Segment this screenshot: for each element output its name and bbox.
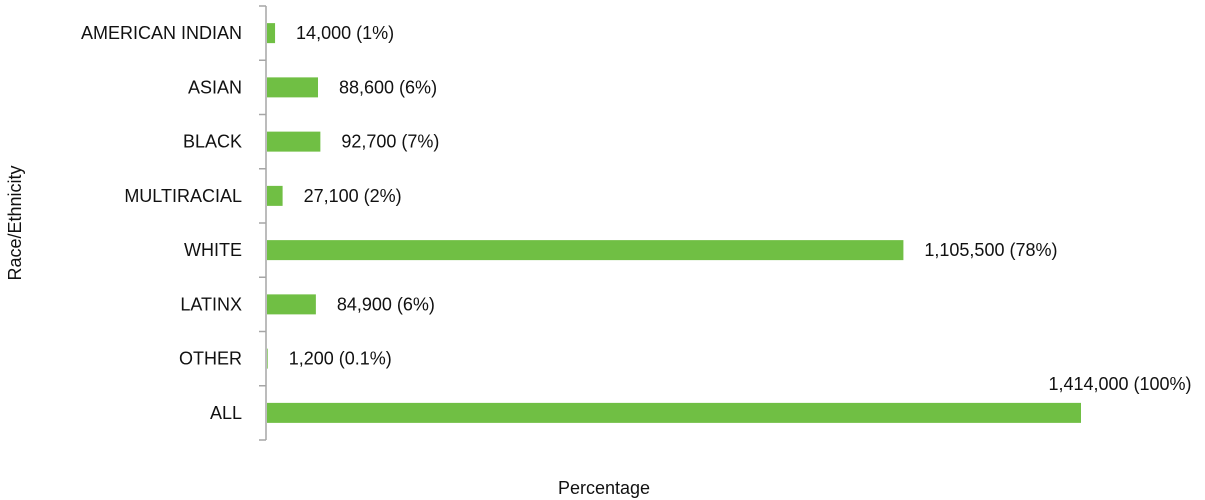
- bar-multiracial: [267, 185, 283, 206]
- category-label: MULTIRACIAL: [124, 186, 242, 206]
- data-labels: 14,000 (1%) 88,600 (6%) 92,700 (7%) 27,100 …: [289, 23, 1192, 394]
- x-axis-title: Percentage: [558, 478, 650, 498]
- bar-american-indian: [267, 23, 276, 44]
- bars: [267, 23, 1081, 423]
- category-label: WHITE: [184, 240, 242, 260]
- bar-latinx: [267, 294, 316, 315]
- bar-black: [267, 131, 321, 152]
- category-label: AMERICAN INDIAN: [81, 23, 242, 43]
- data-label: 14,000 (1%): [296, 23, 394, 43]
- bar-white: [267, 240, 904, 261]
- data-label: 1,105,500 (78%): [924, 240, 1057, 260]
- category-label: OTHER: [179, 349, 242, 369]
- bar-all: [267, 402, 1081, 423]
- data-label: 1,414,000 (100%): [1048, 374, 1191, 394]
- y-axis: [259, 5, 267, 441]
- data-label: 88,600 (6%): [339, 77, 437, 97]
- data-label: 84,900 (6%): [337, 294, 435, 314]
- category-label: BLACK: [183, 132, 242, 152]
- category-tick-labels: AMERICAN INDIAN ASIAN BLACK MULTIRACIAL WHIT…: [81, 23, 242, 423]
- data-label: 1,200 (0.1%): [289, 349, 392, 369]
- category-label: ALL: [210, 403, 242, 423]
- data-label: 92,700 (7%): [341, 132, 439, 152]
- bar-other: [267, 348, 268, 369]
- bar-asian: [267, 77, 319, 98]
- category-label: LATINX: [180, 294, 242, 314]
- category-label: ASIAN: [188, 77, 242, 97]
- data-label: 27,100 (2%): [304, 186, 402, 206]
- y-axis-title: Race/Ethnicity: [5, 165, 25, 280]
